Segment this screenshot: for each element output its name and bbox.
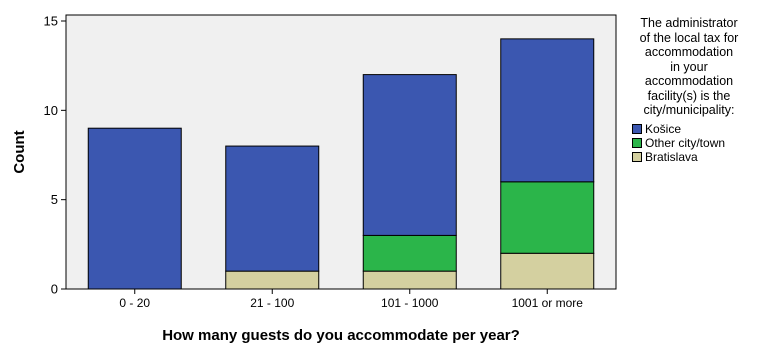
legend-title-line: accommodation: [644, 74, 734, 88]
y-axis-label: Count: [11, 130, 28, 173]
x-tick-label: 0 - 20: [119, 296, 150, 310]
bar-segment: [225, 145, 320, 272]
y-tick-label: 5: [51, 192, 58, 207]
x-axis-label: How many guests do you accommodate per y…: [162, 327, 520, 344]
legend-title-line: The administrator: [640, 16, 738, 30]
legend-swatch: [632, 123, 642, 134]
bar-segment: [87, 127, 182, 290]
bar-segment: [225, 270, 320, 290]
bar-segment: [362, 234, 457, 272]
bar-segment: [362, 270, 457, 290]
y-axis: 0 5 10 15: [44, 14, 66, 297]
legend-swatch: [632, 137, 642, 148]
x-tick-label: 21 - 100: [250, 296, 294, 310]
legend-items: Košice Other city/town Bratislava: [620, 122, 758, 164]
bar-segment: [500, 181, 595, 254]
y-tick-label: 0: [51, 282, 58, 297]
legend-title-line: of the local tax for: [639, 30, 739, 45]
legend-item: Other city/town: [632, 136, 758, 150]
x-axis: 0 - 20 21 - 100 101 - 1000 1001 or more: [119, 289, 583, 310]
stacked-bar-chart: 0 5 10 15 0 - 20 21 - 100 101 - 1000 1001 or m…: [11, 14, 617, 344]
bar-segment: [500, 38, 595, 183]
legend-label: Bratislava: [645, 149, 698, 164]
legend-swatch: [632, 151, 642, 162]
bar-segment: [362, 74, 457, 236]
legend-title-line: accommodation: [644, 45, 734, 59]
bar-segment: [500, 252, 595, 290]
legend: The administrator of the local tax for acc…: [620, 16, 758, 164]
legend-title: The administrator of the local tax for acc…: [620, 16, 758, 118]
legend-title-line: city/municipality:: [643, 103, 735, 117]
x-tick-label: 1001 or more: [512, 296, 584, 310]
legend-label: Košice: [645, 121, 682, 136]
legend-item: Košice: [632, 122, 758, 136]
legend-title-line: in your: [670, 59, 708, 74]
legend-item: Bratislava: [632, 150, 758, 164]
bars: [87, 38, 595, 290]
x-tick-label: 101 - 1000: [381, 296, 439, 310]
legend-title-line: facility(s) is the: [647, 88, 731, 103]
y-tick-label: 15: [44, 14, 58, 29]
y-tick-label: 10: [44, 103, 58, 118]
legend-label: Other city/town: [645, 135, 726, 150]
